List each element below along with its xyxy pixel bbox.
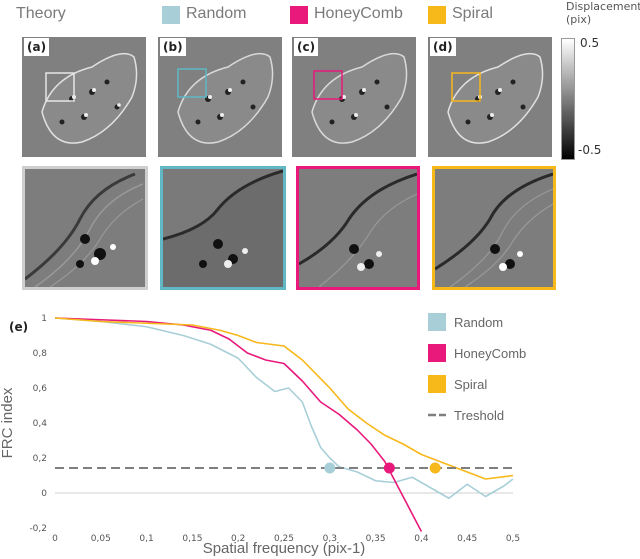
series-line-random [54,317,514,500]
colorbar [561,38,575,160]
zoom-honeycomb-detail [299,172,417,287]
x-tick-label: 0,5 [506,534,520,544]
y-tick-label: 1 [41,314,47,324]
panel-label-b: (b) [160,38,186,56]
intersection-point-random [324,462,336,474]
legend-swatch-random [428,313,446,331]
x-tick-label: 0,25 [274,534,294,544]
x-tick-label: 0,3 [323,534,337,544]
x-tick-label: 0,05 [91,534,111,544]
panel-b-shape [177,52,274,144]
colorbar-title-line2: (pix) [566,13,592,26]
x-tick-label: 0 [52,534,58,544]
panel-label-e: (e) [6,318,32,336]
zoom-honeycomb [296,166,420,290]
colorbar-title-line1: Displacement [566,0,640,13]
zoom-spiral-detail [435,172,553,287]
x-tick-label: 0,4 [414,534,429,544]
colorbar-max: 0.5 [580,36,600,50]
legend-label-honeycomb: HoneyComb [454,346,526,361]
x-tick-label: 0,2 [231,534,245,544]
panel-a-image [22,37,146,157]
panel-d-image [428,37,552,157]
series-line-spiral [54,317,514,480]
intersection-point-honeycomb [383,462,395,474]
panel-label-d: (d) [430,38,456,56]
legend-swatch-honeycomb [428,344,446,362]
legend-label-spiral: Spiral [454,377,487,392]
zoom-theory [22,166,148,290]
legend-label-treshold: Treshold [454,408,504,423]
panel-label-c: (c) [294,38,319,56]
x-tick-label: 0,35 [366,534,386,544]
zoom-random [160,166,286,290]
series-line-honeycomb [54,317,423,532]
y-tick-label: 0,4 [33,419,48,429]
frc-chart: 0 0,05 0,1 0,15 0,2 0,25 0,3 0,35 0,4 0,45 0,5 -0,2… [0,313,526,557]
legend-swatch-spiral [428,375,446,393]
panel-a-shape [41,52,138,144]
y-tick-label: 0,6 [33,384,48,394]
y-axis-label: FRC index [0,387,16,458]
intersection-point-spiral [429,462,441,474]
legend-random: Random [186,5,247,22]
spiral-swatch [428,6,446,24]
panel-c-shape [311,52,408,144]
y-tick-label: -0,2 [29,524,47,534]
zoom-theory-detail [25,172,144,287]
x-tick-label: 0,45 [457,534,477,544]
y-tick-label: 0 [41,489,47,499]
honeycomb-swatch [290,6,308,24]
random-swatch [162,6,180,24]
panel-c-image [292,37,416,157]
zoom-spiral [432,166,556,290]
legend-theory: Theory [16,5,66,22]
zoom-random-detail [163,169,283,287]
legend-label-random: Random [454,315,503,330]
x-tick-label: 0,15 [182,534,202,544]
panel-label-a: (a) [24,38,50,56]
panel-b-image [158,37,282,157]
x-axis-label: Spatial frequency (pix-1) [203,540,366,557]
y-tick-label: 0,2 [33,454,47,464]
legend-spiral: Spiral [452,5,493,22]
panel-d-shape [447,52,544,144]
colorbar-title: Displacement (pix) [566,0,640,26]
colorbar-min: -0.5 [578,143,602,157]
y-tick-label: 0,8 [33,349,48,359]
legend-honeycomb: HoneyComb [314,5,403,22]
x-tick-label: 0,1 [139,534,153,544]
